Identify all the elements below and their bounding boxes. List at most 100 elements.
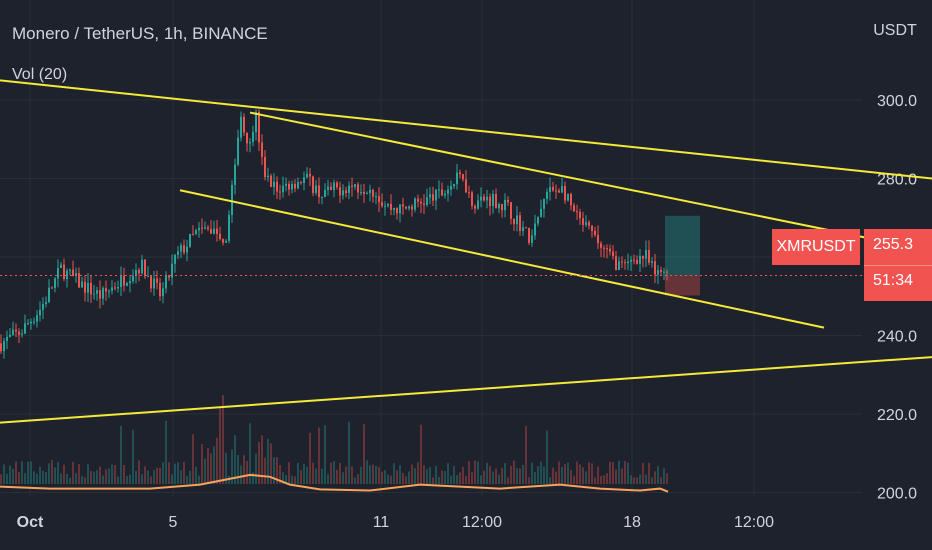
volume-bar [537,466,539,484]
volume-bar [273,457,275,484]
volume-bar [531,462,533,484]
volume-bar [513,460,515,484]
candle-body [501,204,503,211]
candle-body [180,245,182,252]
candle-body [351,185,353,187]
candle-body [390,203,392,210]
candle-body [651,261,653,263]
candle-body [594,230,596,236]
candle-body [276,181,278,192]
candle-body [591,225,593,231]
candle-body [606,248,608,250]
volume-bar [309,432,311,484]
candles [0,109,668,359]
volume-bar [48,463,50,484]
volume-bar [585,471,587,484]
volume-bar [252,472,254,484]
candle-body [303,177,305,183]
volume-bar [318,427,320,484]
volume-bar [420,424,422,484]
volume-indicator-label[interactable]: Vol (20) [12,66,68,83]
candle-body [264,157,266,178]
candle-body [366,193,368,195]
x-axis-ticks: Oct 5 11 12:00 18 12:00 [17,514,774,531]
candle-body [270,175,272,187]
volume-bar [303,463,305,484]
grid [0,0,862,497]
volume-bar [426,469,428,484]
chart-title: Monero / TetherUS, 1h, BINANCE [12,24,268,43]
candle-body [99,290,101,299]
candle-body [261,142,263,158]
volume-bar [231,449,233,484]
candle-body [339,187,341,196]
candle-body [132,275,134,282]
candle-body [645,250,647,259]
last-price-tag: 255.3 51:34 [864,229,932,301]
volume-bar [45,472,47,484]
candle-body [633,259,635,261]
volume-bar [237,455,239,484]
candle-body [456,172,458,185]
candle-body [570,193,572,206]
volume-bar [609,461,611,484]
volume-bar [549,477,551,484]
candle-body [63,264,65,279]
volume-bar [372,464,374,484]
volume-bar [156,467,158,484]
candle-body [174,254,176,264]
volume-bar [201,444,203,484]
volume-bar [24,473,26,484]
volume-bar [465,476,467,484]
volume-bar [639,474,641,484]
volume-bar [51,460,53,484]
volume-bar [495,468,497,484]
volume-bar [315,468,317,484]
volume-bar [357,474,359,484]
candle-body [477,200,479,209]
candle-body [255,111,257,133]
candle-body [402,204,404,207]
candle-body [201,227,203,229]
volume-bar [360,466,362,484]
candle-body [222,239,224,243]
volume-bar [627,462,629,484]
candle-body [198,227,200,231]
volume-bar [186,475,188,484]
volume-bar [564,464,566,484]
candle-body [459,172,461,175]
volume-bar [6,473,8,484]
candle-body [654,261,656,275]
candle-body [3,341,5,352]
volume-bar [165,420,167,484]
volume-bar [75,473,77,484]
candle-body [297,182,299,189]
volume-bar [87,464,89,484]
volume-bar [225,452,227,484]
candle-body [663,271,665,273]
volume-ma [0,473,669,493]
volume-bar [504,462,506,484]
volume-bar [141,474,143,484]
volume-bar [633,477,635,484]
trendline [249,111,932,253]
candle-body [75,273,77,277]
y-tick-label: 220.0 [877,407,917,424]
candle-body [315,185,317,194]
volume-bar [96,470,98,484]
candle-body [582,218,584,225]
candle-body [6,336,8,342]
volume-bar [213,446,215,484]
candle-body [588,222,590,226]
volume-bar [651,477,653,484]
volume-bar [18,472,20,484]
volume-bar [387,474,389,484]
volume-bar [78,464,80,484]
candle-body [285,183,287,186]
volume-bar [321,468,323,484]
volume-bar [282,472,284,484]
candle-body [354,184,356,187]
candle-body [363,191,365,194]
candle-body [369,189,371,194]
